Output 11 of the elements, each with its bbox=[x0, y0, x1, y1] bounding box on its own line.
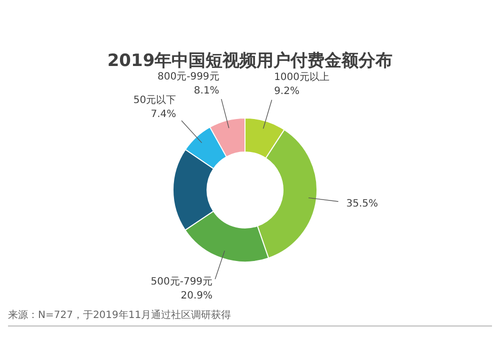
data-label: 8.1% bbox=[194, 85, 220, 96]
slice-label: 50元以下 bbox=[133, 94, 176, 106]
slice-label: 800元-999元 bbox=[158, 71, 220, 82]
data-label: 35.5% bbox=[346, 198, 378, 210]
slice-label: 500元-799元 bbox=[150, 276, 213, 288]
data-label: 20.9% bbox=[180, 290, 213, 302]
data-label: 9.2% bbox=[274, 86, 300, 98]
chart-title: 2019年中国短视频用户付费金额分布 bbox=[107, 51, 393, 71]
data-label: 7.4% bbox=[150, 108, 176, 120]
slice-label: 1000元以上 bbox=[274, 71, 330, 84]
source-note: 来源：N=727，于2019年11月通过社区调研获得 bbox=[8, 309, 232, 321]
